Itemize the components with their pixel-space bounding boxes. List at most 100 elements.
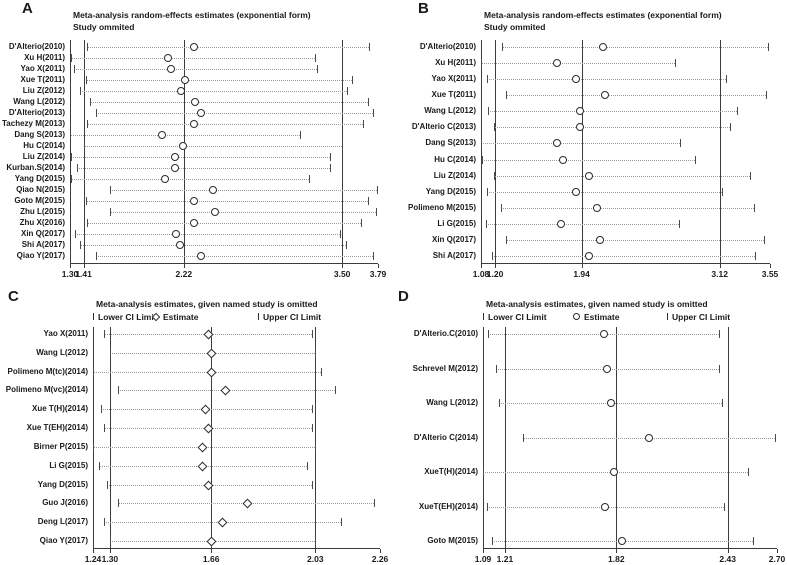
ci-lower-tick [486,220,487,228]
study-label: XueT(EH)(2014) [418,502,478,511]
panel-B-plot: 1.08 1.20 1.94 3.12 3.55 [473,40,778,279]
study-label: D'Alterio(2010) [8,42,65,51]
study-label: Zhu L(2015) [20,207,65,216]
ci-lower-tick [481,139,482,147]
ci-line [71,58,315,59]
estimate-marker-icon [573,313,580,320]
study-label: Yao X(2011) [20,64,65,73]
ci-lower-tick [80,87,81,95]
study-label: Dang S(2013) [14,130,65,139]
estimate-marker [171,153,180,161]
ci-lower-tick [70,131,71,139]
estimate-marker [242,498,253,508]
x-tick [728,549,729,553]
x-tick-label: 1.94 [573,269,590,279]
ci-line [77,168,330,169]
study-label: Xu H(2011) [24,53,65,62]
ci-line [71,157,330,158]
ci-upper-tick [766,91,767,99]
x-tick-label: 1.20 [486,269,504,279]
panel-C-plot: 1.24 1.30 1.66 2.03 2.26 [85,327,388,564]
estimate-marker [197,109,206,117]
study-label: Xu H(2011) [435,58,476,67]
study-label: Xin Q(2017) [20,229,65,238]
ci-lower-tick [110,208,111,216]
ci-line [481,63,676,64]
ci-line [79,245,346,246]
reference-line [315,327,316,548]
x-axis-line [483,548,777,549]
estimate-marker [571,75,580,83]
x-tick [184,264,185,268]
ci-lower-tick [483,468,484,476]
panel-C: C Meta-analysis estimates, given named s… [0,283,394,565]
study-label: D'Alterio.C(2010) [413,329,478,338]
estimate-marker [189,43,198,51]
x-tick-label: 1.09 [474,554,492,564]
estimate-marker [206,536,217,546]
upper-ci-tick-icon [667,313,668,320]
estimate-marker [197,252,206,260]
panel-D-legend: Lower CI Limit Estimate Upper CI Limit [483,312,787,324]
x-tick [481,264,482,268]
panel-A-letter: A [22,0,33,17]
ci-lower-tick [101,405,102,413]
ci-upper-tick [722,399,723,407]
estimate-marker [176,241,185,249]
ci-upper-tick [340,230,341,238]
study-label: Goto M(2015) [14,196,65,205]
reference-line [728,327,729,548]
estimate-marker [603,365,612,373]
ci-lower-tick [492,537,493,545]
study-label: Wang L(2012) [13,97,65,106]
ci-lower-tick [80,241,81,249]
estimate-marker [217,517,228,527]
x-tick-label: 3.55 [761,269,779,279]
study-label: Xue T(EH)(2014) [26,423,88,432]
legend-label-upper: Upper CI Limit [672,312,731,322]
study-label: Hu C(2014) [23,141,65,150]
x-tick [315,549,316,553]
estimate-marker [556,220,565,228]
estimate-marker [571,188,580,196]
ci-line [86,80,353,81]
ci-line [109,212,376,213]
study-label: Yao X(2011) [431,74,476,83]
estimate-marker [584,252,593,260]
estimate-marker [178,142,187,150]
ci-upper-tick [341,518,342,526]
ci-upper-tick [754,204,755,212]
estimate-marker [189,120,198,128]
ci-lower-tick [77,164,78,172]
estimate-marker [163,54,172,62]
ci-upper-tick [755,252,756,260]
ci-lower-tick [487,75,488,83]
ci-line [79,91,348,92]
ci-lower-tick [99,462,100,470]
x-axis-line [70,263,378,264]
y-axis-line [481,40,482,263]
ci-upper-tick [315,443,316,451]
ci-lower-tick [488,107,489,115]
ci-lower-tick [118,386,119,394]
legend-item-upper: Upper CI Limit [258,312,321,322]
panel-D: D Meta-analysis estimates, given named s… [394,283,787,565]
ci-lower-tick [481,59,482,67]
ci-line [505,240,765,241]
ci-upper-tick [317,65,318,73]
panel-B-subtitle: Study ommited [484,22,546,32]
study-label: Dang S(2013) [425,138,476,147]
estimate-marker [584,172,593,180]
study-label: Xue T(2011) [431,90,476,99]
legend-label-estimate: Estimate [584,312,620,322]
ci-line [502,47,768,48]
estimate-marker [189,219,198,227]
ci-lower-tick [87,219,88,227]
study-label: Birner P(2015) [33,442,88,451]
ci-upper-tick [347,87,348,95]
ci-lower-tick [506,236,507,244]
study-label: Polimeno M(2015) [407,203,476,212]
ci-lower-tick [494,172,495,180]
study-label: Wang L(2012) [36,348,88,357]
ci-upper-tick [719,365,720,373]
